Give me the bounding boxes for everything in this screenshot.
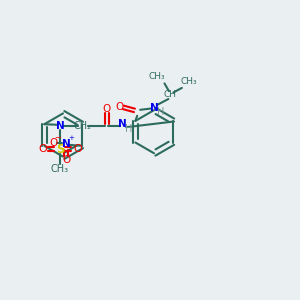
Text: O: O [62, 155, 70, 165]
Text: O: O [116, 102, 124, 112]
Text: N: N [62, 139, 70, 149]
Text: CH₃: CH₃ [180, 77, 197, 86]
Text: O: O [103, 104, 111, 114]
Text: CH: CH [164, 90, 177, 99]
Text: +: + [68, 135, 74, 141]
Text: CH₃: CH₃ [51, 164, 69, 174]
Text: −: − [54, 133, 61, 142]
Text: O: O [50, 138, 58, 148]
Text: H: H [157, 106, 164, 117]
Text: S: S [56, 142, 64, 156]
Text: CH₂: CH₂ [74, 121, 92, 131]
Text: CH₃: CH₃ [148, 72, 165, 81]
Text: O: O [38, 144, 47, 154]
Text: N: N [150, 103, 158, 113]
Text: N: N [56, 121, 64, 131]
Text: O: O [73, 144, 82, 154]
Text: N: N [118, 119, 127, 130]
Text: H: H [125, 124, 132, 134]
